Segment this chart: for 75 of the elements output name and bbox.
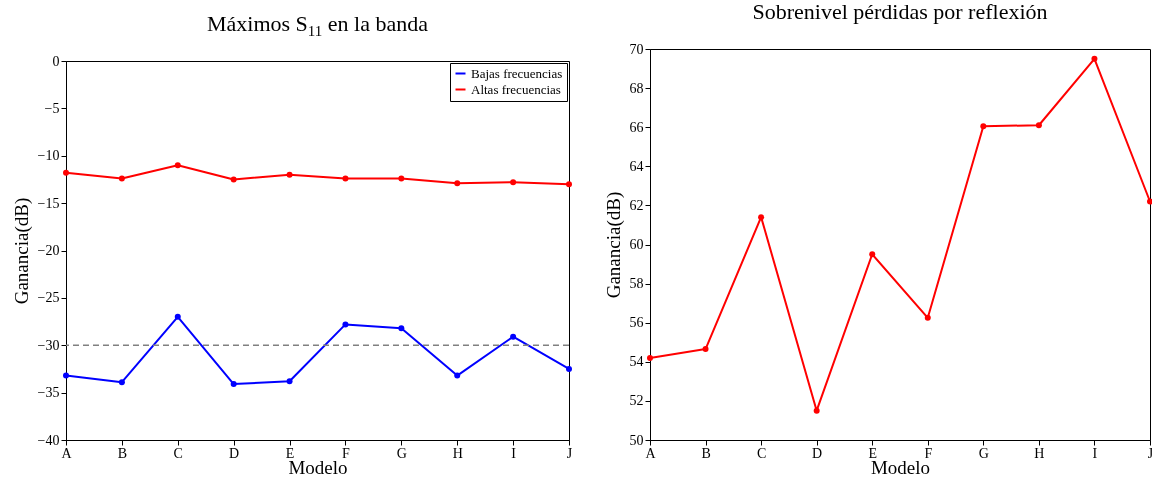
x-tick-label: B	[117, 445, 128, 461]
x-tick-label: A	[61, 445, 73, 461]
point	[118, 379, 125, 386]
y-tick-label: 68	[629, 80, 644, 96]
x-tick-label: F	[342, 445, 351, 461]
x-tick-label: A	[645, 445, 657, 461]
point	[566, 181, 572, 188]
y-tick-label: 56	[629, 315, 644, 331]
legend-label: Altas frecuencias	[471, 81, 561, 97]
point	[1147, 198, 1152, 205]
y-tick-label: 58	[629, 276, 644, 292]
y-tick-label: −25	[37, 290, 60, 306]
point	[813, 407, 820, 414]
chart-title: Máximos S$_{11}$ en la banda	[206, 11, 429, 41]
point	[869, 251, 876, 258]
x-tick-label: D	[812, 445, 823, 461]
point	[63, 169, 69, 176]
y-tick-label: 0	[52, 53, 60, 69]
y-tick-label: 64	[629, 158, 644, 174]
x-tick-label: H	[1034, 445, 1045, 461]
y-tick-label: 66	[629, 119, 644, 135]
point	[647, 354, 653, 361]
y-tick-label: −10	[37, 148, 60, 164]
point	[398, 175, 405, 182]
x-tick-label: C	[756, 445, 767, 461]
point	[286, 378, 293, 385]
y-tick-label: −15	[37, 195, 60, 211]
point	[230, 176, 237, 183]
point	[230, 381, 237, 388]
y-axis-title: Ganancia(dB)	[602, 191, 625, 299]
point	[980, 123, 987, 130]
point	[342, 321, 349, 328]
point	[174, 313, 181, 320]
point	[174, 162, 181, 169]
y-tick-label: −20	[37, 243, 60, 258]
x-tick-label: B	[701, 445, 711, 461]
x-tick-label: I	[1092, 445, 1098, 461]
x-tick-label: I	[511, 445, 517, 461]
x-tick-label: F	[924, 445, 933, 461]
point	[118, 175, 125, 182]
y-tick-label: −30	[37, 337, 60, 353]
point	[342, 175, 349, 182]
point	[286, 171, 293, 178]
x-tick-label: C	[173, 445, 183, 461]
point	[454, 372, 461, 379]
point	[1091, 55, 1098, 62]
y-tick-label: 62	[629, 197, 644, 213]
point	[702, 346, 709, 353]
point	[510, 333, 517, 340]
y-tick-label: 52	[629, 393, 644, 409]
y-tick-label: 50	[629, 432, 644, 448]
y-tick-label: −35	[37, 385, 60, 401]
x-tick-label: G	[396, 445, 407, 461]
point	[924, 314, 931, 321]
point	[454, 180, 461, 187]
x-tick-label: J	[566, 445, 573, 461]
point	[758, 214, 765, 221]
chart-title: Sobrenivel pérdidas por reflexión	[751, 0, 1049, 25]
y-tick-label: 70	[629, 41, 644, 57]
point	[398, 325, 405, 332]
x-tick-label: D	[229, 445, 240, 461]
point	[1035, 122, 1042, 129]
x-tick-label: H	[452, 445, 463, 461]
point	[510, 179, 517, 186]
x-tick-label: G	[978, 445, 989, 461]
y-axis-title: Ganancia(dB)	[10, 197, 33, 305]
point	[566, 365, 572, 372]
y-tick-label: −5	[44, 100, 60, 116]
y-tick-label: 54	[629, 354, 644, 370]
point	[63, 372, 69, 379]
legend-label: Bajas frecuencias	[471, 65, 563, 81]
x-tick-label: E	[285, 445, 295, 461]
y-tick-label: 60	[629, 237, 644, 252]
x-tick-label: E	[868, 445, 877, 461]
y-tick-label: −40	[37, 432, 60, 448]
